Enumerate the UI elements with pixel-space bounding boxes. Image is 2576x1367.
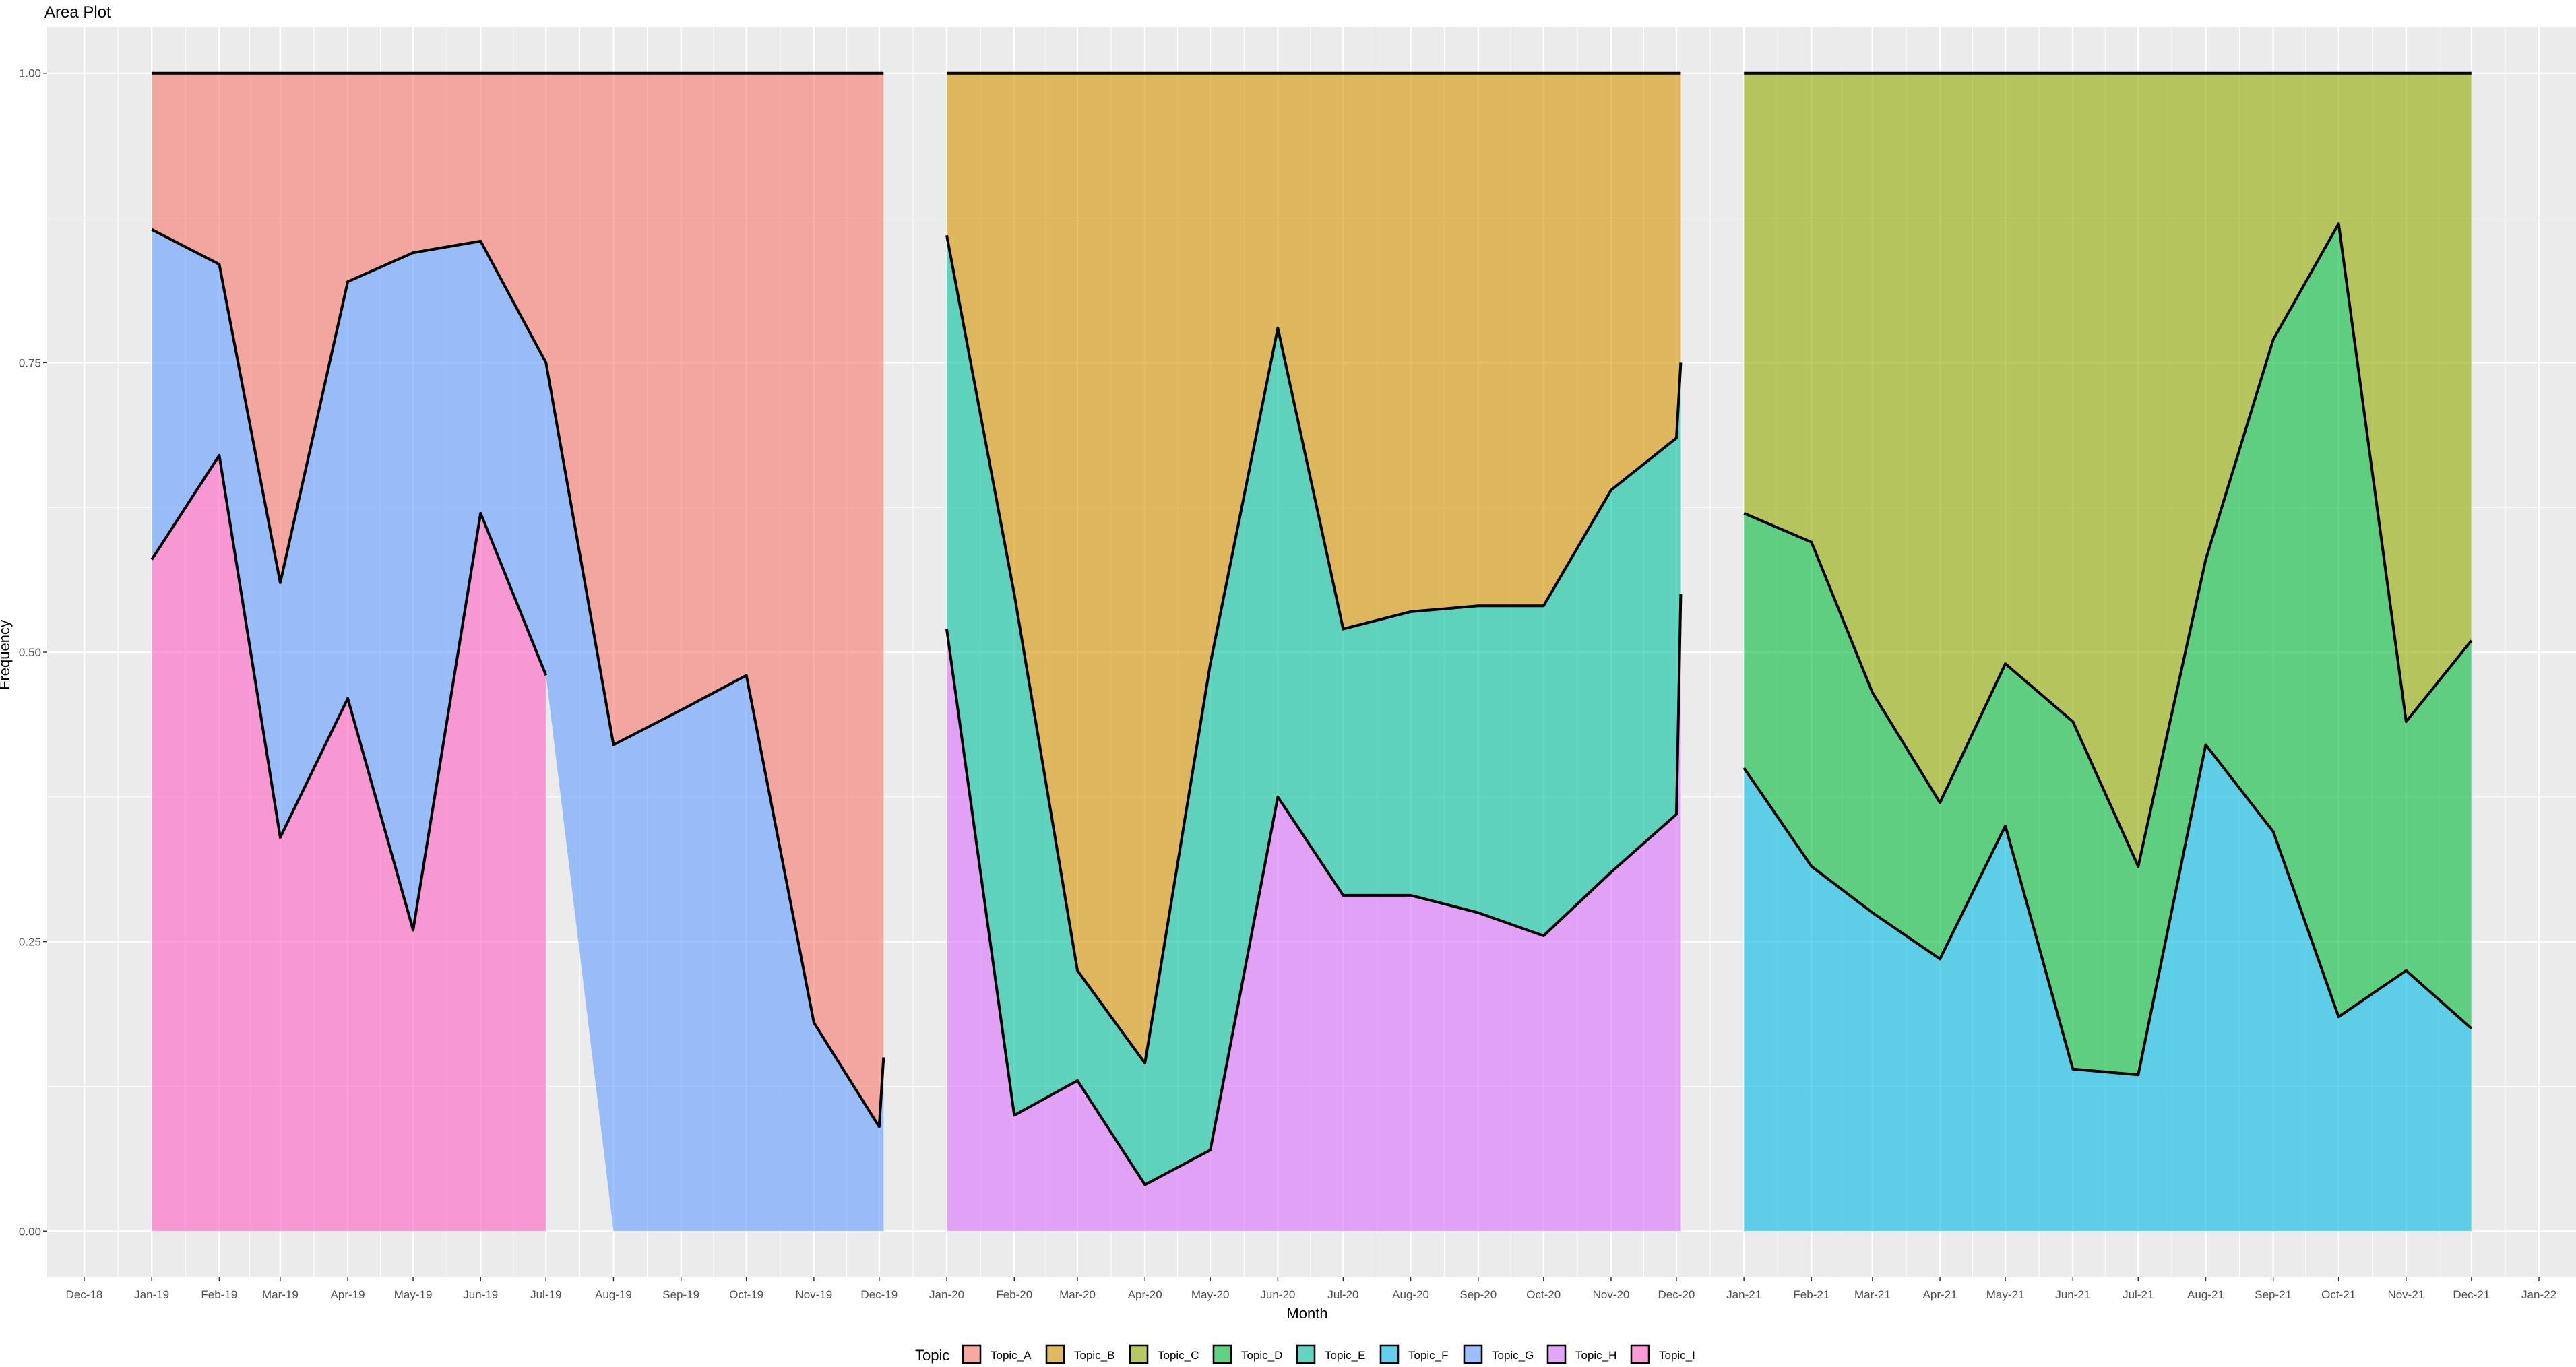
x-tick-label: Jul-19: [530, 1288, 561, 1301]
legend-swatch: [1546, 1344, 1567, 1364]
legend-title: Topic: [915, 1347, 949, 1364]
legend-label: Topic_D: [1241, 1349, 1282, 1362]
x-tick-label: Sep-21: [2255, 1288, 2292, 1301]
x-tick-label: Dec-20: [1658, 1288, 1695, 1301]
area-topic-g: [152, 229, 884, 1232]
x-tick-label: Mar-19: [262, 1288, 299, 1301]
x-tick-label: Aug-19: [595, 1288, 632, 1301]
legend-swatch: [1296, 1344, 1316, 1364]
x-tick-label: Jul-20: [1327, 1288, 1358, 1301]
x-tick-label: Jun-19: [463, 1288, 498, 1301]
x-tick-label: Dec-21: [2453, 1288, 2490, 1301]
x-tick-label: May-20: [1191, 1288, 1230, 1301]
x-tick-label: Jan-20: [929, 1288, 964, 1301]
x-tick-label: Aug-21: [2187, 1288, 2224, 1301]
legend-swatch: [1379, 1344, 1400, 1364]
outline-topic-i: [150, 453, 548, 932]
x-axis: Dec-18 Jan-19 Feb-19 Mar-19 Apr-19 May-19 Jun-…: [66, 1277, 2556, 1301]
x-tick-label: Mar-20: [1059, 1288, 1096, 1301]
area-topic-d: [1744, 224, 2472, 1075]
legend-label: Topic_E: [1325, 1349, 1365, 1362]
x-tick-label: Sep-20: [1459, 1288, 1497, 1301]
legend-swatch: [1045, 1344, 1065, 1364]
legend-label: Topic_B: [1074, 1349, 1114, 1362]
chart-title: Area Plot: [44, 3, 111, 22]
x-tick-label: Apr-21: [1923, 1288, 1957, 1301]
area-topic-f: [1744, 744, 2472, 1232]
x-tick-label: Oct-21: [2321, 1288, 2356, 1301]
area-topic-b: [947, 73, 1681, 1064]
outline-topic-g: [151, 228, 885, 1128]
legend-label: Topic_F: [1408, 1349, 1449, 1362]
legend-label: Topic_G: [1492, 1349, 1534, 1362]
y-tick-label: 0.00: [19, 1225, 41, 1238]
x-tick-label: Jan-21: [1726, 1288, 1761, 1301]
x-tick-label: Oct-20: [1526, 1288, 1561, 1301]
x-tick-label: Feb-20: [996, 1288, 1032, 1301]
outline-topic-f: [1742, 743, 2473, 1077]
outline-topic-e: [945, 234, 1683, 1065]
legend-label: Topic_A: [991, 1349, 1032, 1362]
legend-swatch: [1212, 1344, 1232, 1364]
area-topic-i: [152, 455, 546, 1232]
x-tick-label: Sep-19: [662, 1288, 699, 1301]
legend-swatch: [1463, 1344, 1483, 1364]
x-tick-label: May-21: [1986, 1288, 2025, 1301]
x-axis-title: Month: [1286, 1305, 1327, 1322]
x-tick-label: Jun-21: [2055, 1288, 2090, 1301]
x-tick-label: Mar-21: [1854, 1288, 1891, 1301]
area-layers: [152, 73, 2472, 1232]
y-tick-label: 1.00: [19, 67, 41, 80]
legend-label: Topic_H: [1575, 1349, 1616, 1362]
x-tick-label: Nov-20: [1593, 1288, 1630, 1301]
legend: Topic Topic_A Topic_B Topic_C Topic_D Topic_…: [915, 1344, 1695, 1364]
legend-label: Topic_I: [1659, 1349, 1695, 1362]
y-tick-label: 0.75: [19, 356, 41, 369]
legend-label: Topic_C: [1158, 1349, 1199, 1362]
area-topic-e: [947, 235, 1681, 1185]
x-tick-label: Jun-20: [1260, 1288, 1295, 1301]
y-tick-label: 0.50: [19, 646, 41, 659]
x-tick-label: Jul-21: [2123, 1288, 2154, 1301]
outline-topic-d: [1743, 222, 2473, 868]
x-tick-label: Dec-18: [66, 1288, 103, 1301]
x-tick-label: Feb-21: [1793, 1288, 1829, 1301]
area-topic-h: [947, 594, 1681, 1232]
legend-swatch: [1129, 1344, 1149, 1364]
legend-swatch: [962, 1344, 982, 1364]
y-tick-label: 0.25: [19, 936, 41, 949]
x-tick-label: Nov-19: [795, 1288, 832, 1301]
x-tick-label: Aug-20: [1392, 1288, 1429, 1301]
area-outlines: [150, 71, 2473, 1186]
x-tick-label: Dec-19: [860, 1288, 898, 1301]
x-tick-label: Jan-22: [2521, 1288, 2556, 1301]
x-tick-label: Apr-20: [1128, 1288, 1162, 1301]
x-tick-label: Jan-19: [134, 1288, 169, 1301]
x-tick-label: May-19: [394, 1288, 433, 1301]
y-axis: 0.00 0.25 0.50 0.75 1.00: [19, 67, 47, 1238]
outline-topic-h: [945, 594, 1683, 1186]
x-tick-label: Apr-19: [331, 1288, 365, 1301]
area-topic-c: [1744, 73, 2472, 866]
y-axis-title: Frequency: [0, 620, 13, 690]
x-tick-label: Oct-19: [729, 1288, 763, 1301]
x-tick-label: Feb-19: [201, 1288, 237, 1301]
legend-swatch: [1630, 1344, 1650, 1364]
x-tick-label: Nov-21: [2387, 1288, 2424, 1301]
